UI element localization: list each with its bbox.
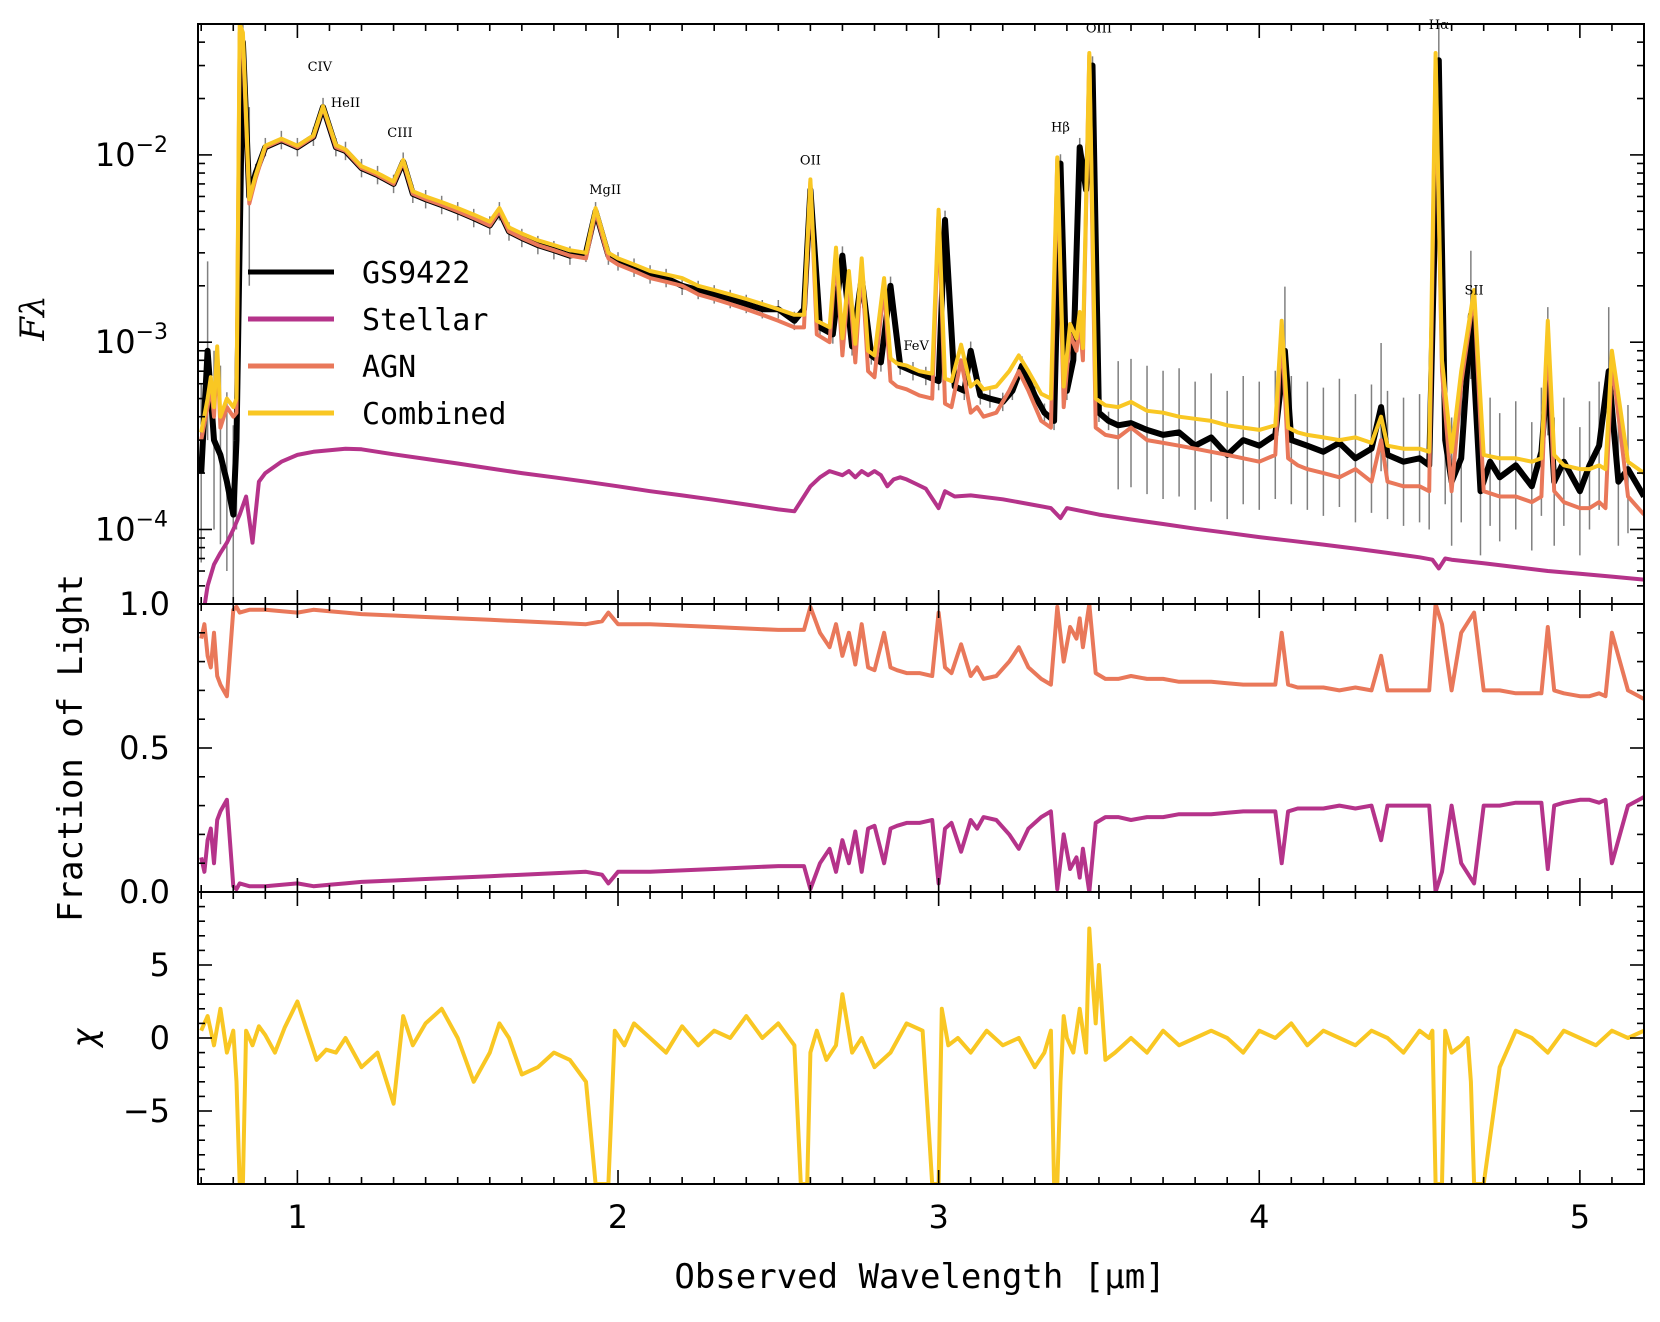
line-label: SII xyxy=(1464,283,1483,298)
fraction-series-group xyxy=(199,604,1644,892)
x-tick-label: 5 xyxy=(1570,1198,1590,1236)
x-tick-label: 3 xyxy=(928,1198,948,1236)
line-label: MgII xyxy=(589,183,621,198)
y-tick-label: 0.0 xyxy=(119,873,170,911)
y-tick-label: 10−3 xyxy=(95,320,168,361)
fraction-stellar-line xyxy=(199,795,1644,892)
residual-panel: −5 0 5 χ xyxy=(65,891,1645,1185)
x-axis-title: Observed Wavelength [μm] xyxy=(674,1257,1165,1297)
y-tick-label: 10−4 xyxy=(95,507,168,548)
y-tick-label: 0.5 xyxy=(119,729,170,767)
legend-label: AGN xyxy=(362,350,416,385)
residual-combined-line xyxy=(199,926,1644,1184)
combined-series-line xyxy=(199,24,1644,475)
legend-label: Stellar xyxy=(362,303,488,338)
x-tick-label: 4 xyxy=(1249,1198,1269,1236)
legend: GS9422 Stellar AGN Combined xyxy=(248,256,507,432)
fraction-panel: 0.0 0.5 1.0 Fraction of Light xyxy=(51,574,1645,922)
x-axis-ticks: 1 2 3 4 5 xyxy=(200,24,1645,1236)
line-label: HeII xyxy=(331,96,360,111)
line-label: CIV xyxy=(308,60,333,75)
residual-y-axis-title: χ xyxy=(65,1027,105,1048)
x-tick-label: 1 xyxy=(287,1198,307,1236)
x-tick-label: 2 xyxy=(608,1198,628,1236)
fraction-agn-line xyxy=(199,604,1644,701)
fraction-panel-frame xyxy=(197,603,1645,893)
line-label: CIII xyxy=(387,126,412,141)
residual-series-group xyxy=(199,926,1644,1184)
legend-label: GS9422 xyxy=(362,256,470,291)
fraction-y-axis-title: Fraction of Light xyxy=(51,574,91,922)
line-label: Hα xyxy=(1429,18,1449,33)
residual-y-ticks: −5 0 5 xyxy=(123,905,1644,1171)
line-label: OII xyxy=(800,153,821,168)
y-tick-label: 10−2 xyxy=(95,133,168,174)
legend-label: Combined xyxy=(362,397,507,432)
line-label: Hβ xyxy=(1051,121,1070,136)
fraction-y-ticks: 0.0 0.5 1.0 xyxy=(119,585,1644,911)
spectrum-y-ticks: 10−2 10−3 10−4 xyxy=(95,23,1644,605)
gs9422-error-bars xyxy=(200,24,1644,604)
y-tick-label: 5 xyxy=(150,946,170,984)
spectrum-series-group xyxy=(198,24,1644,604)
line-label: FeV xyxy=(903,339,929,354)
y-tick-label: 0 xyxy=(150,1019,170,1057)
y-tick-label: 1.0 xyxy=(119,585,170,623)
spectrum-y-axis-title: Fλ xyxy=(13,295,53,341)
residual-panel-frame xyxy=(197,891,1645,1185)
stellar-series-line xyxy=(202,446,1644,604)
y-tick-label: −5 xyxy=(123,1092,170,1130)
